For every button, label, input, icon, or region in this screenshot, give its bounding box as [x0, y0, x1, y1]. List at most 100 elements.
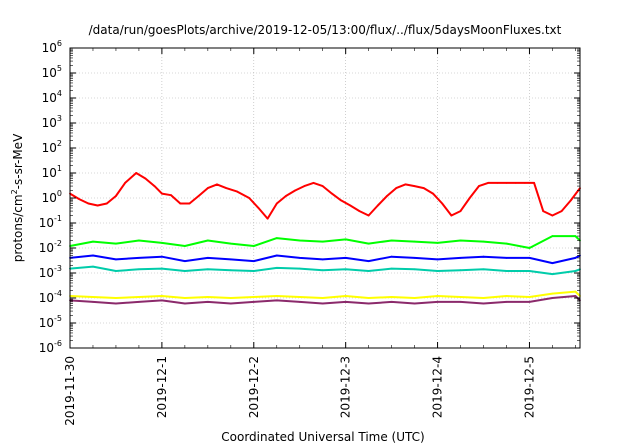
data-point: [505, 295, 508, 297]
data-point: [161, 255, 163, 258]
data-point: [514, 182, 517, 184]
data-point: [344, 295, 347, 297]
data-point: [390, 255, 393, 258]
data-point: [161, 299, 163, 302]
data-point: [87, 202, 90, 205]
data-point: [367, 302, 370, 305]
data-point: [206, 301, 209, 303]
data-point: [184, 270, 186, 272]
data-point: [312, 182, 315, 184]
y-tick-label: 104: [42, 89, 62, 105]
data-point: [188, 202, 191, 205]
data-point: [551, 262, 554, 264]
data-point: [524, 182, 526, 184]
data-point: [252, 245, 255, 247]
data-point: [390, 296, 393, 298]
y-tick-label: 10-2: [39, 239, 62, 255]
data-point: [505, 257, 508, 259]
y-tick-label: 10-3: [39, 264, 62, 280]
y-axis-ticks: 10-610-510-410-310-210-11001011021031041…: [39, 39, 580, 355]
data-point: [528, 270, 531, 272]
data-point: [206, 257, 209, 259]
data-point: [257, 207, 260, 209]
y-tick-exp: -5: [54, 314, 62, 323]
data-point: [482, 268, 485, 271]
data-point: [229, 242, 232, 245]
data-point: [413, 302, 416, 305]
data-point: [450, 214, 453, 217]
data-point: [482, 297, 485, 299]
data-point: [229, 258, 232, 261]
data-point: [92, 265, 94, 268]
data-point: [275, 299, 278, 302]
data-point: [115, 195, 117, 197]
y-tick-exp: -6: [54, 339, 62, 348]
y-axis-label-base: protons/cm: [11, 194, 25, 262]
data-point: [179, 202, 182, 205]
data-point: [321, 185, 324, 188]
y-tick-label: 102: [42, 139, 62, 155]
data-point: [404, 183, 407, 186]
data-point: [413, 185, 416, 188]
data-point: [551, 214, 554, 217]
x-tick-label: 2019-12-2: [247, 356, 261, 418]
data-point: [482, 255, 485, 258]
x-tick-label: 2019-12-5: [522, 356, 536, 418]
data-point: [105, 202, 108, 205]
data-point: [206, 296, 209, 298]
y-tick-base: 10: [39, 241, 54, 255]
data-point: [459, 269, 462, 272]
data-point: [358, 210, 361, 213]
series-3: [69, 265, 581, 276]
data-point: [138, 301, 140, 303]
data-point: [184, 260, 186, 262]
data-point: [367, 242, 370, 245]
data-point: [225, 187, 228, 190]
data-point: [505, 301, 508, 303]
data-point: [413, 297, 416, 299]
data-point: [92, 296, 94, 298]
data-point: [468, 197, 471, 199]
data-point: [505, 270, 508, 272]
data-point: [413, 257, 416, 259]
y-tick-base: 10: [42, 166, 57, 180]
data-point: [115, 270, 117, 272]
data-point: [275, 295, 278, 297]
data-point: [395, 187, 398, 190]
series-line: [69, 254, 581, 265]
data-point: [78, 198, 81, 201]
data-point: [344, 268, 347, 271]
data-point: [390, 301, 393, 303]
data-point: [528, 247, 531, 249]
data-point: [170, 194, 173, 197]
y-tick-label: 105: [42, 64, 62, 80]
data-point: [197, 195, 200, 197]
y-tick-exp: -2: [54, 239, 62, 248]
data-point: [236, 190, 239, 193]
y-tick-base: 10: [42, 116, 57, 130]
data-point: [533, 182, 535, 184]
data-point: [376, 204, 379, 207]
series-5: [69, 295, 581, 305]
data-point: [505, 182, 508, 184]
data-point: [285, 195, 287, 197]
data-point: [436, 258, 439, 261]
y-tick-label: 10-6: [39, 339, 62, 355]
data-point: [92, 301, 94, 303]
data-point: [124, 182, 126, 184]
data-point: [551, 297, 554, 299]
y-tick-exp: 6: [57, 39, 62, 48]
series-line: [69, 235, 581, 249]
data-point: [303, 185, 306, 188]
data-point: [115, 297, 117, 299]
data-point: [321, 258, 324, 261]
y-tick-base: 10: [42, 66, 57, 80]
series-layer: [69, 172, 581, 305]
y-tick-exp: 5: [57, 64, 62, 73]
data-point: [161, 192, 163, 195]
data-point: [206, 268, 209, 271]
data-point: [574, 290, 577, 293]
data-point: [436, 242, 439, 244]
y-tick-base: 10: [39, 266, 54, 280]
